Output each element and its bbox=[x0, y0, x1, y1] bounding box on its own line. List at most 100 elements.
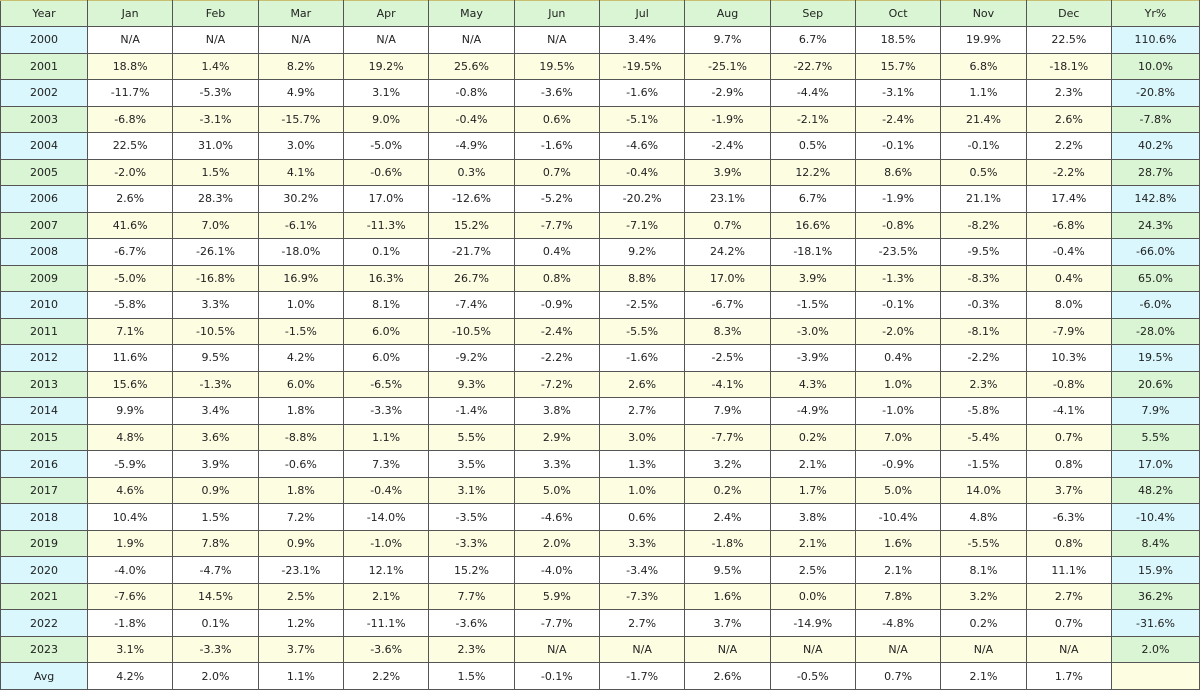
monthly-return-cell: -5.0% bbox=[342, 132, 430, 160]
table-row: 2001 18.8% 1.4% 8.2% 19.2% 25.6% 19.5% -19.5% -2… bbox=[0, 52, 1200, 81]
monthly-return-cell: -23.1% bbox=[257, 556, 344, 584]
monthly-return-cell: -0.6% bbox=[257, 450, 344, 478]
monthly-return-cell: 3.3% bbox=[513, 450, 600, 478]
yearly-return-cell: 7.9% bbox=[1111, 397, 1200, 425]
monthly-return-cell: -2.2% bbox=[1025, 158, 1113, 187]
monthly-return-cell: -0.4% bbox=[428, 105, 515, 134]
monthly-return-cell: -7.2% bbox=[513, 370, 600, 399]
yearly-return-cell: -7.8% bbox=[1111, 105, 1200, 134]
monthly-return-cell: 2.3% bbox=[1025, 79, 1113, 107]
monthly-return-cell: -9.2% bbox=[428, 344, 515, 372]
monthly-return-cell: -18.0% bbox=[257, 238, 344, 266]
yearly-return-cell: 20.6% bbox=[1111, 370, 1200, 399]
monthly-return-cell: 0.7% bbox=[1025, 609, 1113, 637]
monthly-return-cell: -6.5% bbox=[342, 370, 430, 399]
year-cell: 2022 bbox=[0, 609, 88, 637]
year-cell: Avg bbox=[0, 662, 88, 690]
monthly-return-cell: -3.4% bbox=[598, 556, 686, 584]
monthly-return-cell: -3.6% bbox=[342, 635, 430, 664]
table-row: 2016 -5.9% 3.9% -0.6% 7.3% 3.5% 3.3% 1.3% 3.2% 2.… bbox=[0, 450, 1200, 478]
monthly-return-cell: 1.1% bbox=[257, 662, 344, 690]
year-cell: 2020 bbox=[0, 556, 88, 584]
monthly-return-cell: 1.9% bbox=[86, 529, 174, 558]
monthly-return-cell: 23.1% bbox=[684, 185, 771, 213]
table-row: 2009 -5.0% -16.8% 16.9% 16.3% 26.7% 0.8% 8.8% 17… bbox=[0, 264, 1200, 293]
monthly-return-cell: N/A bbox=[513, 635, 600, 664]
monthly-return-cell: -1.5% bbox=[257, 317, 344, 346]
year-cell: 2019 bbox=[0, 529, 88, 558]
table-row: 2013 15.6% -1.3% 6.0% -6.5% 9.3% -7.2% 2.6% -4.1… bbox=[0, 370, 1200, 399]
monthly-return-cell: 6.0% bbox=[342, 344, 430, 372]
monthly-return-cell: 15.2% bbox=[428, 556, 515, 584]
monthly-return-cell: -1.8% bbox=[86, 609, 174, 637]
monthly-return-cell: 3.1% bbox=[342, 79, 430, 107]
monthly-return-cell: 0.0% bbox=[769, 582, 856, 611]
column-header-jan: Jan bbox=[86, 0, 174, 27]
monthly-return-cell: -2.0% bbox=[86, 158, 174, 187]
monthly-return-cell: 2.9% bbox=[513, 423, 600, 452]
monthly-return-cell: 4.8% bbox=[940, 503, 1027, 531]
monthly-return-cell: 1.8% bbox=[257, 476, 344, 505]
monthly-return-cell: 3.7% bbox=[684, 609, 771, 637]
monthly-return-cell: 7.0% bbox=[172, 211, 259, 240]
monthly-return-cell: -18.1% bbox=[769, 238, 856, 266]
monthly-return-cell: 1.1% bbox=[342, 423, 430, 452]
column-header-aug: Aug bbox=[684, 0, 771, 27]
monthly-return-cell: -1.5% bbox=[769, 291, 856, 319]
monthly-return-cell: 0.8% bbox=[1025, 529, 1113, 558]
yearly-return-cell: -66.0% bbox=[1111, 238, 1200, 266]
monthly-return-cell: 4.2% bbox=[257, 344, 344, 372]
year-cell: 2000 bbox=[0, 26, 88, 54]
year-cell: 2018 bbox=[0, 503, 88, 531]
monthly-return-cell: 1.0% bbox=[257, 291, 344, 319]
monthly-return-cell: 7.1% bbox=[86, 317, 174, 346]
monthly-return-cell: 2.6% bbox=[684, 662, 771, 690]
monthly-return-cell: 19.5% bbox=[513, 52, 600, 81]
column-header-apr: Apr bbox=[342, 0, 430, 27]
monthly-return-cell: -11.1% bbox=[342, 609, 430, 637]
monthly-return-cell: -0.9% bbox=[513, 291, 600, 319]
year-cell: 2008 bbox=[0, 238, 88, 266]
monthly-return-cell: -0.8% bbox=[1025, 370, 1113, 399]
average-row: Avg 4.2% 2.0% 1.1% 2.2% 1.5% -0.1% -1.7% 2.6% -0.… bbox=[0, 662, 1200, 690]
monthly-return-cell: 22.5% bbox=[1025, 26, 1113, 54]
table-row: 2011 7.1% -10.5% -1.5% 6.0% -10.5% -2.4% -5.5% 8… bbox=[0, 317, 1200, 346]
monthly-return-cell: 26.7% bbox=[428, 264, 515, 293]
monthly-return-cell: -5.4% bbox=[940, 423, 1027, 452]
monthly-return-cell: -15.7% bbox=[257, 105, 344, 134]
monthly-return-cell: 2.1% bbox=[940, 662, 1027, 690]
monthly-return-cell: 7.8% bbox=[854, 582, 942, 611]
monthly-return-cell: 1.7% bbox=[769, 476, 856, 505]
monthly-return-cell: -2.2% bbox=[513, 344, 600, 372]
monthly-return-cell: 3.9% bbox=[684, 158, 771, 187]
monthly-return-cell: 4.8% bbox=[86, 423, 174, 452]
monthly-return-cell: 3.8% bbox=[769, 503, 856, 531]
monthly-return-cell: 22.5% bbox=[86, 132, 174, 160]
monthly-return-cell: 7.3% bbox=[342, 450, 430, 478]
monthly-return-cell: 4.2% bbox=[86, 662, 174, 690]
monthly-return-cell: 4.1% bbox=[257, 158, 344, 187]
monthly-return-cell: 8.2% bbox=[257, 52, 344, 81]
monthly-return-cell: 7.9% bbox=[684, 397, 771, 425]
monthly-return-cell: 6.7% bbox=[769, 26, 856, 54]
monthly-return-cell: -4.0% bbox=[513, 556, 600, 584]
table-row: 2022 -1.8% 0.1% 1.2% -11.1% -3.6% -7.7% 2.7% 3.7… bbox=[0, 609, 1200, 637]
monthly-return-cell: -7.6% bbox=[86, 582, 174, 611]
monthly-return-cell: -5.2% bbox=[513, 185, 600, 213]
monthly-return-cell: 1.7% bbox=[1025, 662, 1113, 690]
monthly-return-cell: 2.1% bbox=[342, 582, 430, 611]
year-cell: 2021 bbox=[0, 582, 88, 611]
table-row: 2010 -5.8% 3.3% 1.0% 8.1% -7.4% -0.9% -2.5% -6.7… bbox=[0, 291, 1200, 319]
monthly-return-cell: -21.7% bbox=[428, 238, 515, 266]
monthly-return-cell: -11.3% bbox=[342, 211, 430, 240]
monthly-return-cell: 3.5% bbox=[428, 450, 515, 478]
monthly-return-cell: -4.7% bbox=[172, 556, 259, 584]
monthly-return-cell: -7.4% bbox=[428, 291, 515, 319]
monthly-return-cell: 12.1% bbox=[342, 556, 430, 584]
monthly-return-cell: -0.5% bbox=[769, 662, 856, 690]
table-row: 2000 N/A N/A N/A N/A N/A N/A 3.4% 9.7% 6.7% 18.5% 1… bbox=[0, 26, 1200, 54]
monthly-return-cell: 7.7% bbox=[428, 582, 515, 611]
monthly-return-cell: -3.6% bbox=[428, 609, 515, 637]
monthly-return-cell: -4.8% bbox=[854, 609, 942, 637]
